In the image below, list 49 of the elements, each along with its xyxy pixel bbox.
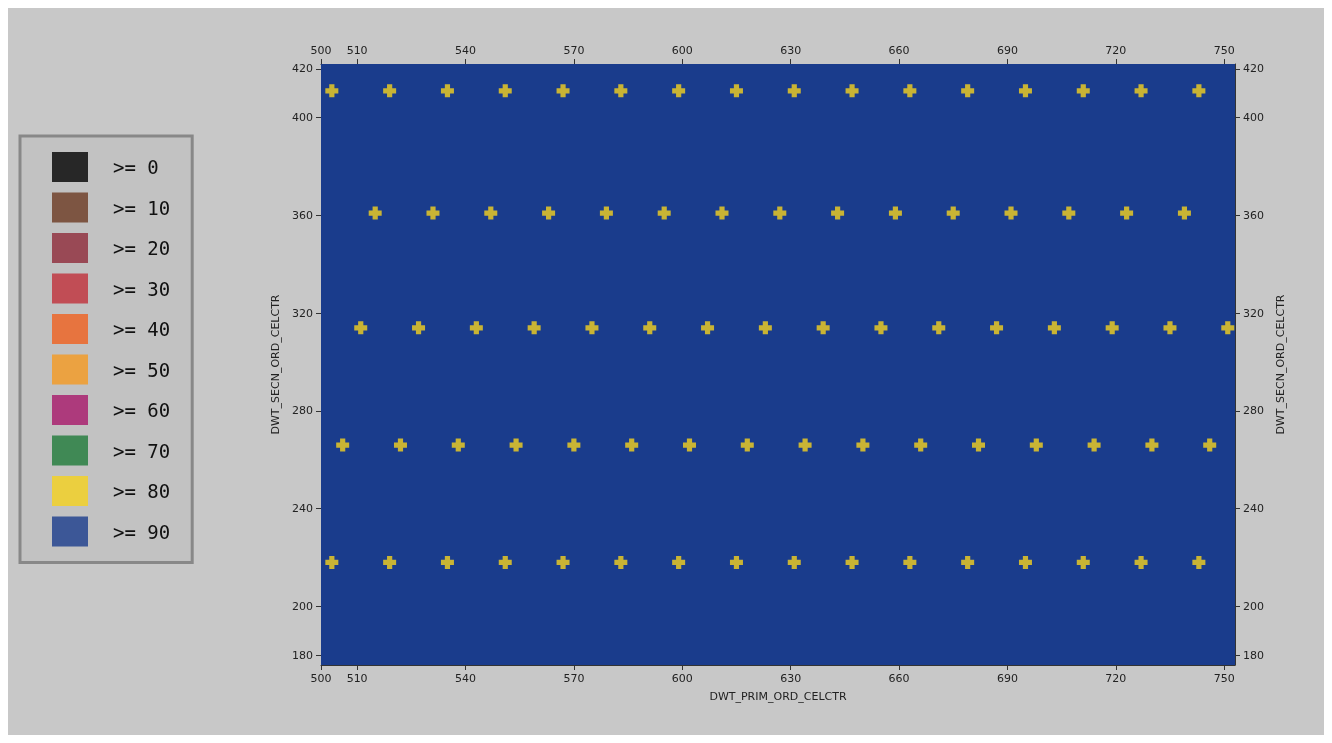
x-tick-label: 630 [780,672,802,685]
y-tick-label: 180 [292,648,313,662]
y-tick-label: 280 [292,404,313,418]
x-tick-label: 660 [888,672,910,685]
x2-tick-label: 750 [1213,44,1235,57]
x2-tick-label: 630 [780,44,802,57]
y-tick-label: 240 [292,502,313,516]
legend-label: >= 50 [113,358,171,381]
x-tick-label: 720 [1105,672,1127,685]
y2-tick-label: 180 [1243,648,1264,662]
legend-label: >= 60 [113,399,171,421]
legend-label: >= 80 [113,480,171,502]
y2-tick-label: 200 [1243,599,1264,613]
x-tick-label: 750 [1213,672,1235,685]
x-tick-label: 500 [310,672,332,685]
x2-tick-label: 660 [888,44,910,57]
x2-tick-label: 510 [346,44,368,57]
legend-label: >= 30 [113,277,171,300]
legend-label: >= 70 [113,439,171,462]
x2-tick-label: 690 [996,44,1018,57]
x-tick-label: 540 [455,672,477,685]
x-tick-label: 600 [671,672,693,685]
x-tick-label: 510 [346,672,368,685]
legend-label: >= 40 [113,318,171,340]
legend-label: >= 10 [113,196,171,219]
y-tick-label: 420 [292,62,313,76]
x-axis-title: DWT_PRIM_ORD_CELCTR [709,690,847,703]
legend-label: >= 90 [113,520,171,543]
y2-tick-label: 420 [1243,62,1264,76]
y2-tick-label: 280 [1243,404,1264,418]
y2-tick-label: 400 [1243,111,1264,125]
y2-axis-title: DWT_SECN_ORD_CELCTR [1274,294,1287,435]
x2-tick-label: 540 [455,44,477,57]
y2-tick-label: 320 [1243,306,1264,320]
y-tick-label: 200 [292,599,313,613]
x2-tick-label: 720 [1105,44,1127,57]
y-tick-label: 400 [292,111,313,125]
x2-tick-label: 500 [310,44,332,57]
y2-tick-label: 240 [1243,502,1264,516]
x2-tick-label: 600 [671,44,693,57]
y-tick-label: 360 [292,208,313,222]
legend-label: >= 20 [113,237,171,259]
y2-tick-label: 360 [1243,208,1264,222]
x-tick-label: 570 [563,672,585,685]
x2-tick-label: 570 [563,44,585,57]
y-tick-label: 320 [292,306,313,320]
y-axis-title: DWT_SECN_ORD_CELCTR [269,294,282,435]
legend-label: >= 0 [113,156,159,178]
x-tick-label: 690 [996,672,1018,685]
